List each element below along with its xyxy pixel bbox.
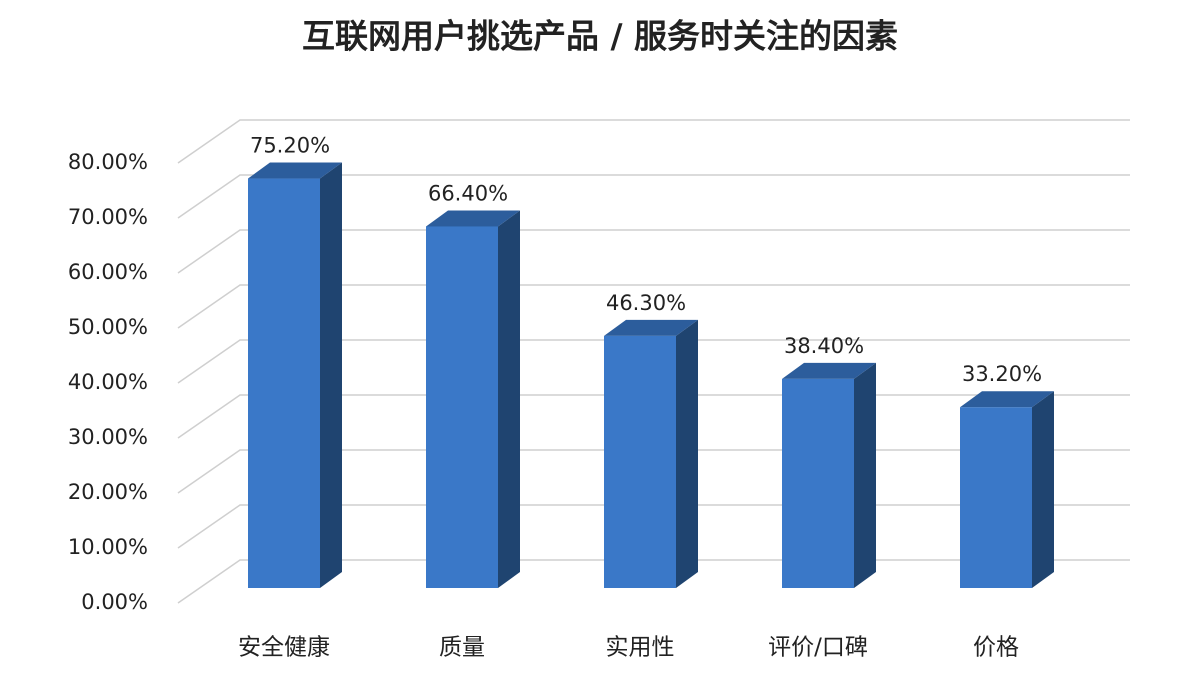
bar-top (248, 162, 342, 179)
bar (248, 178, 320, 588)
bar (604, 335, 676, 588)
y-tick-label: 40.00% (68, 370, 148, 394)
data-label: 33.20% (962, 362, 1042, 386)
grid-line (177, 174, 1130, 219)
bar-side (498, 210, 520, 588)
bar-side (320, 162, 342, 588)
data-label: 75.20% (250, 134, 330, 158)
y-tick-label: 60.00% (68, 260, 148, 284)
data-label: 46.30% (606, 291, 686, 315)
y-tick-label: 10.00% (68, 535, 148, 559)
y-tick-label: 20.00% (68, 480, 148, 504)
x-tick-label: 安全健康 (238, 635, 330, 661)
bar (960, 407, 1032, 588)
x-tick-label: 实用性 (606, 635, 675, 661)
bar (782, 378, 854, 588)
data-label: 66.40% (428, 181, 508, 205)
grid-line (177, 119, 1130, 164)
grid-line (177, 284, 1130, 329)
bar-top (426, 210, 520, 227)
x-tick-label: 价格 (973, 635, 1019, 661)
bar-side (676, 319, 698, 588)
x-tick-label: 评价/口碑 (768, 635, 868, 661)
y-tick-label: 50.00% (68, 315, 148, 339)
x-tick-label: 质量 (439, 635, 485, 661)
y-tick-label: 0.00% (81, 590, 148, 614)
grid-line (177, 229, 1130, 274)
bar-top (782, 362, 876, 379)
bar-side (1032, 391, 1054, 588)
bar (426, 226, 498, 588)
y-tick-label: 70.00% (68, 205, 148, 229)
bar-top (604, 319, 698, 336)
bar-side (854, 362, 876, 588)
data-label: 38.40% (784, 334, 864, 358)
y-tick-label: 30.00% (68, 425, 148, 449)
y-tick-label: 80.00% (68, 150, 148, 174)
bar-top (960, 391, 1054, 408)
chart-title: 互联网用户挑选产品 / 服务时关注的因素 (302, 17, 898, 56)
grid-line (177, 339, 1130, 384)
